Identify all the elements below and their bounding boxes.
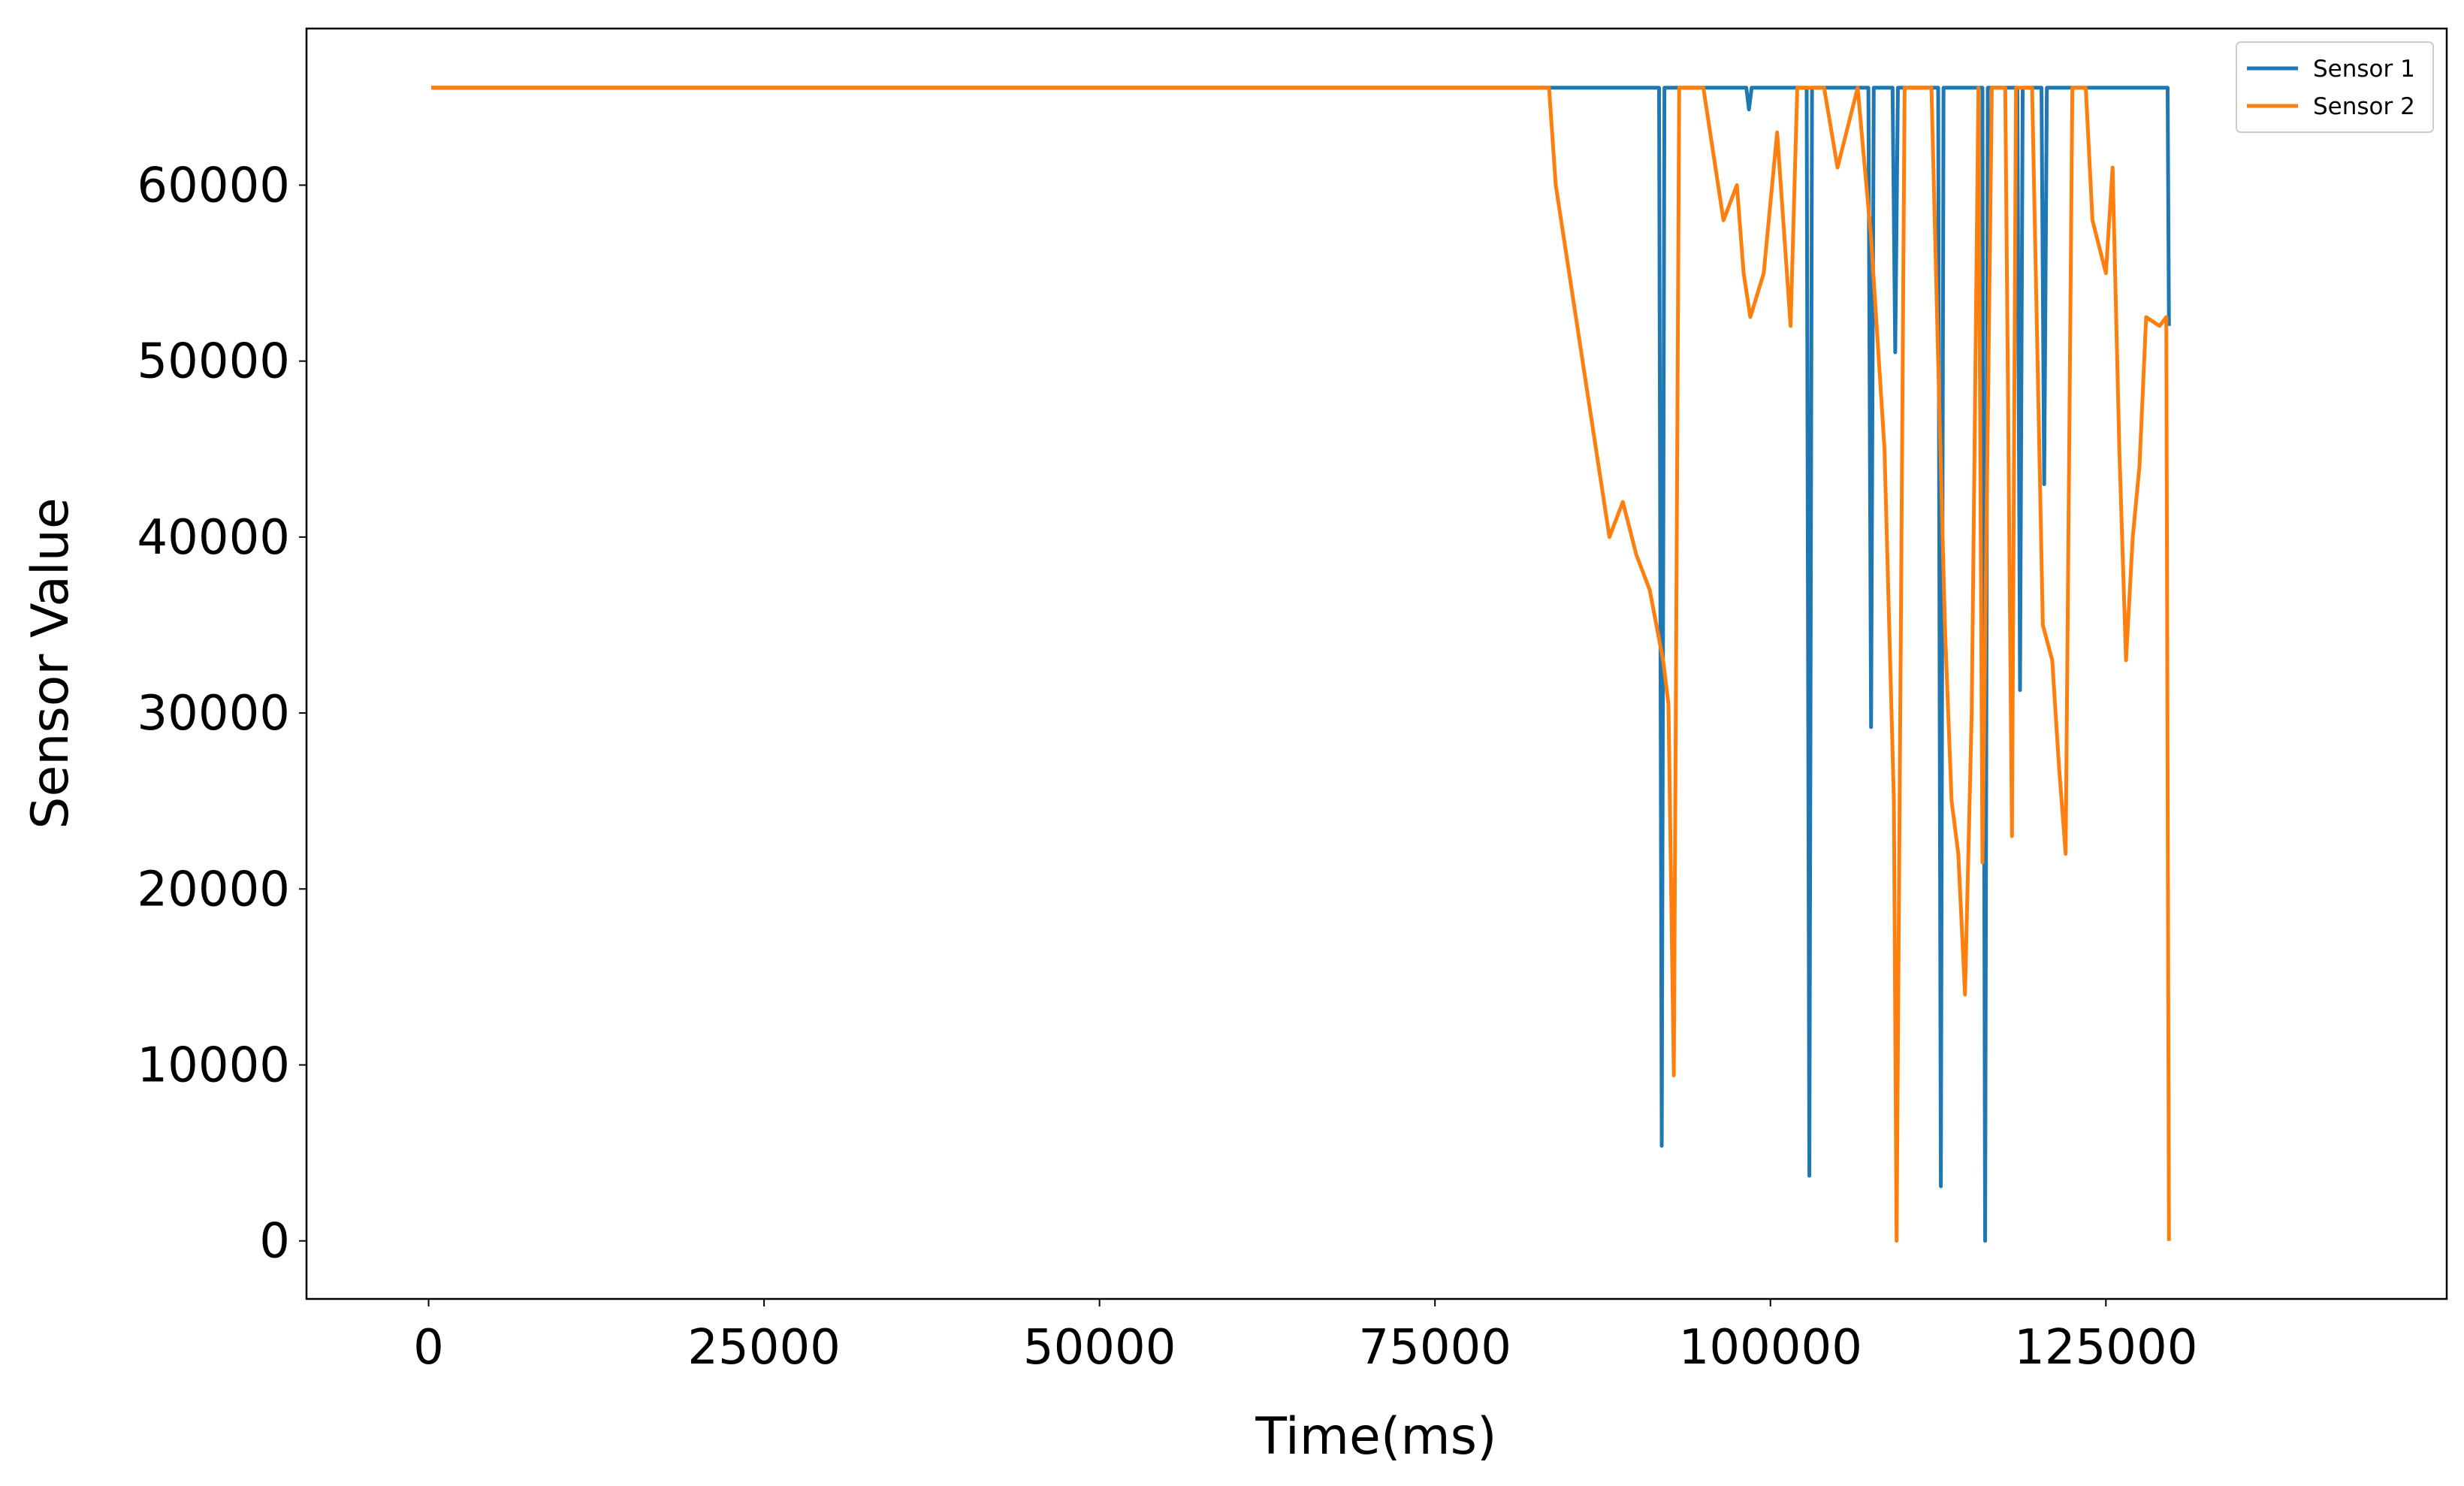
x-tick-label: 0 [413, 1320, 444, 1376]
y-tick-label: 50000 [137, 334, 290, 390]
x-tick-label: 50000 [1023, 1320, 1176, 1376]
y-tick-label: 10000 [137, 1038, 290, 1094]
x-tick-label: 75000 [1358, 1320, 1511, 1376]
x-tick-label: 125000 [2014, 1320, 2197, 1376]
line-series [431, 86, 2171, 1243]
y-tick-label: 20000 [137, 862, 290, 917]
y-tick-label: 40000 [137, 510, 290, 566]
y-tick-label: 0 [259, 1214, 290, 1270]
legend-box [2236, 41, 2434, 133]
plot-frame [305, 27, 2448, 1300]
legend-label: Sensor 2 [2313, 93, 2415, 120]
legend-label: Sensor 1 [2313, 56, 2415, 83]
y-tick-label: 30000 [137, 686, 290, 741]
y-tick-label: 60000 [137, 158, 290, 213]
x-tick-label: 100000 [1679, 1320, 1862, 1376]
x-axis-label: Time(ms) [1255, 1407, 1496, 1466]
x-tick-label: 25000 [687, 1320, 841, 1376]
y-axis-label: Sensor Value [21, 497, 80, 829]
